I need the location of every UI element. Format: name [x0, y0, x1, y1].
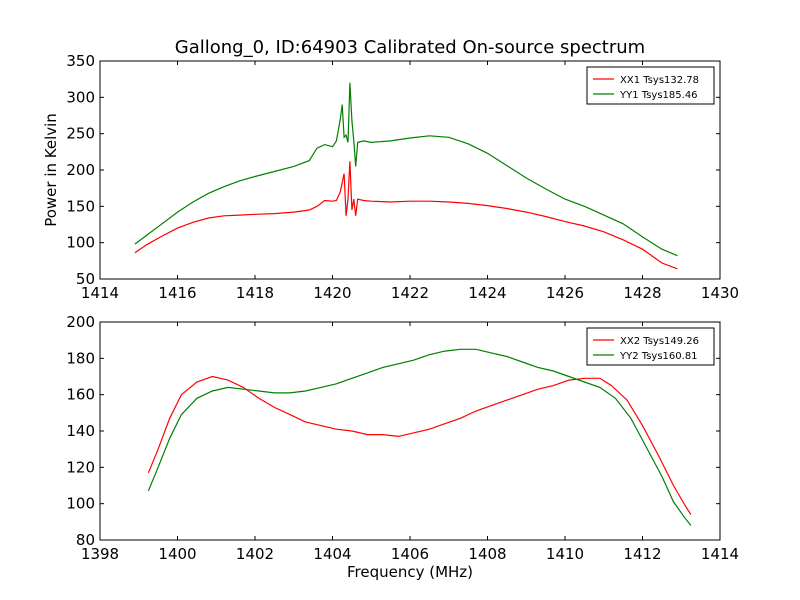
plot0-legend: XX1 Tsys132.78 YY1 Tsys185.46 — [586, 66, 715, 105]
plot0-x-tick-label-2: 1418 — [236, 284, 274, 302]
plot1-x-axis-label: Frequency (MHz) — [347, 563, 473, 581]
plot0-x-tick-label-1: 1416 — [158, 284, 196, 302]
plot1-x-tick-label-1: 1400 — [158, 545, 196, 563]
plot0-series-line-0 — [134, 161, 678, 270]
bottom-plot: 1398 1400 1402 1404 1406 1408 1410 1412 1414 80 10… — [66, 313, 739, 581]
plot0-x-tick-label-5: 1424 — [468, 284, 506, 302]
plot0-y-axis-label: Power in Kelvin — [42, 113, 60, 227]
plot1-legend-label-0: XX2 Tsys149.26 — [620, 336, 699, 347]
plot0-y-tick-label-6: 350 — [66, 52, 95, 70]
plot0-legend-box — [586, 66, 715, 105]
plot0-series-line-1 — [134, 82, 678, 257]
plot0-x-tick-label-0: 1414 — [81, 284, 119, 302]
plot1-y-tick-label-4: 160 — [66, 386, 95, 404]
plot0-y-tick-label-2: 150 — [66, 197, 95, 215]
plot0-y-tick-label-3: 200 — [66, 161, 95, 179]
plot1-y-tick-label-3: 140 — [66, 422, 95, 440]
plot0-x-tick-label-8: 1430 — [701, 284, 739, 302]
plot0-y-tick-label-4: 250 — [66, 125, 95, 143]
plot1-series-line-1 — [147, 348, 692, 526]
plot1-y-tick-label-0: 80 — [76, 531, 95, 549]
plot1-y-tick-label-5: 180 — [66, 349, 95, 367]
plot1-y-tick-label-1: 100 — [66, 495, 95, 513]
plot1-x-tick-label-6: 1410 — [546, 545, 584, 563]
plot1-legend-label-1: YY2 Tsys160.81 — [619, 351, 698, 362]
plot1-y-tick-label-2: 120 — [66, 458, 95, 476]
plot0-x-tick-label-3: 1420 — [313, 284, 351, 302]
chart-title: Gallong_0, ID:64903 Calibrated On-source… — [175, 37, 645, 58]
plot1-x-tick-label-5: 1408 — [468, 545, 506, 563]
plot0-x-tick-label-6: 1426 — [546, 284, 584, 302]
plot1-legend-box — [586, 327, 715, 366]
plot0-y-tick-label-0: 50 — [76, 270, 95, 288]
plot0-x-tick-label-4: 1422 — [391, 284, 429, 302]
plot1-x-tick-label-7: 1412 — [623, 545, 661, 563]
plot1-x-tick-label-3: 1404 — [313, 545, 351, 563]
plot0-y-tick-label-5: 300 — [66, 88, 95, 106]
plot1-x-tick-label-4: 1406 — [391, 545, 429, 563]
plot1-y-tick-label-6: 200 — [66, 313, 95, 331]
plot1-series-line-0 — [147, 375, 692, 515]
plot1-x-tick-label-2: 1402 — [236, 545, 274, 563]
plot1-x-tick-label-0: 1398 — [81, 545, 119, 563]
plot0-y-tick-label-1: 100 — [66, 234, 95, 252]
plot1-legend: XX2 Tsys149.26 YY2 Tsys160.81 — [586, 327, 715, 366]
plot0-x-tick-label-7: 1428 — [623, 284, 661, 302]
plot0-legend-label-0: XX1 Tsys132.78 — [620, 75, 699, 86]
plot1-x-tick-label-8: 1414 — [701, 545, 739, 563]
plot0-legend-label-1: YY1 Tsys185.46 — [619, 90, 698, 101]
top-plot: 1414 1416 1418 1420 1422 1424 1426 1428 1430 50 10… — [42, 52, 739, 302]
